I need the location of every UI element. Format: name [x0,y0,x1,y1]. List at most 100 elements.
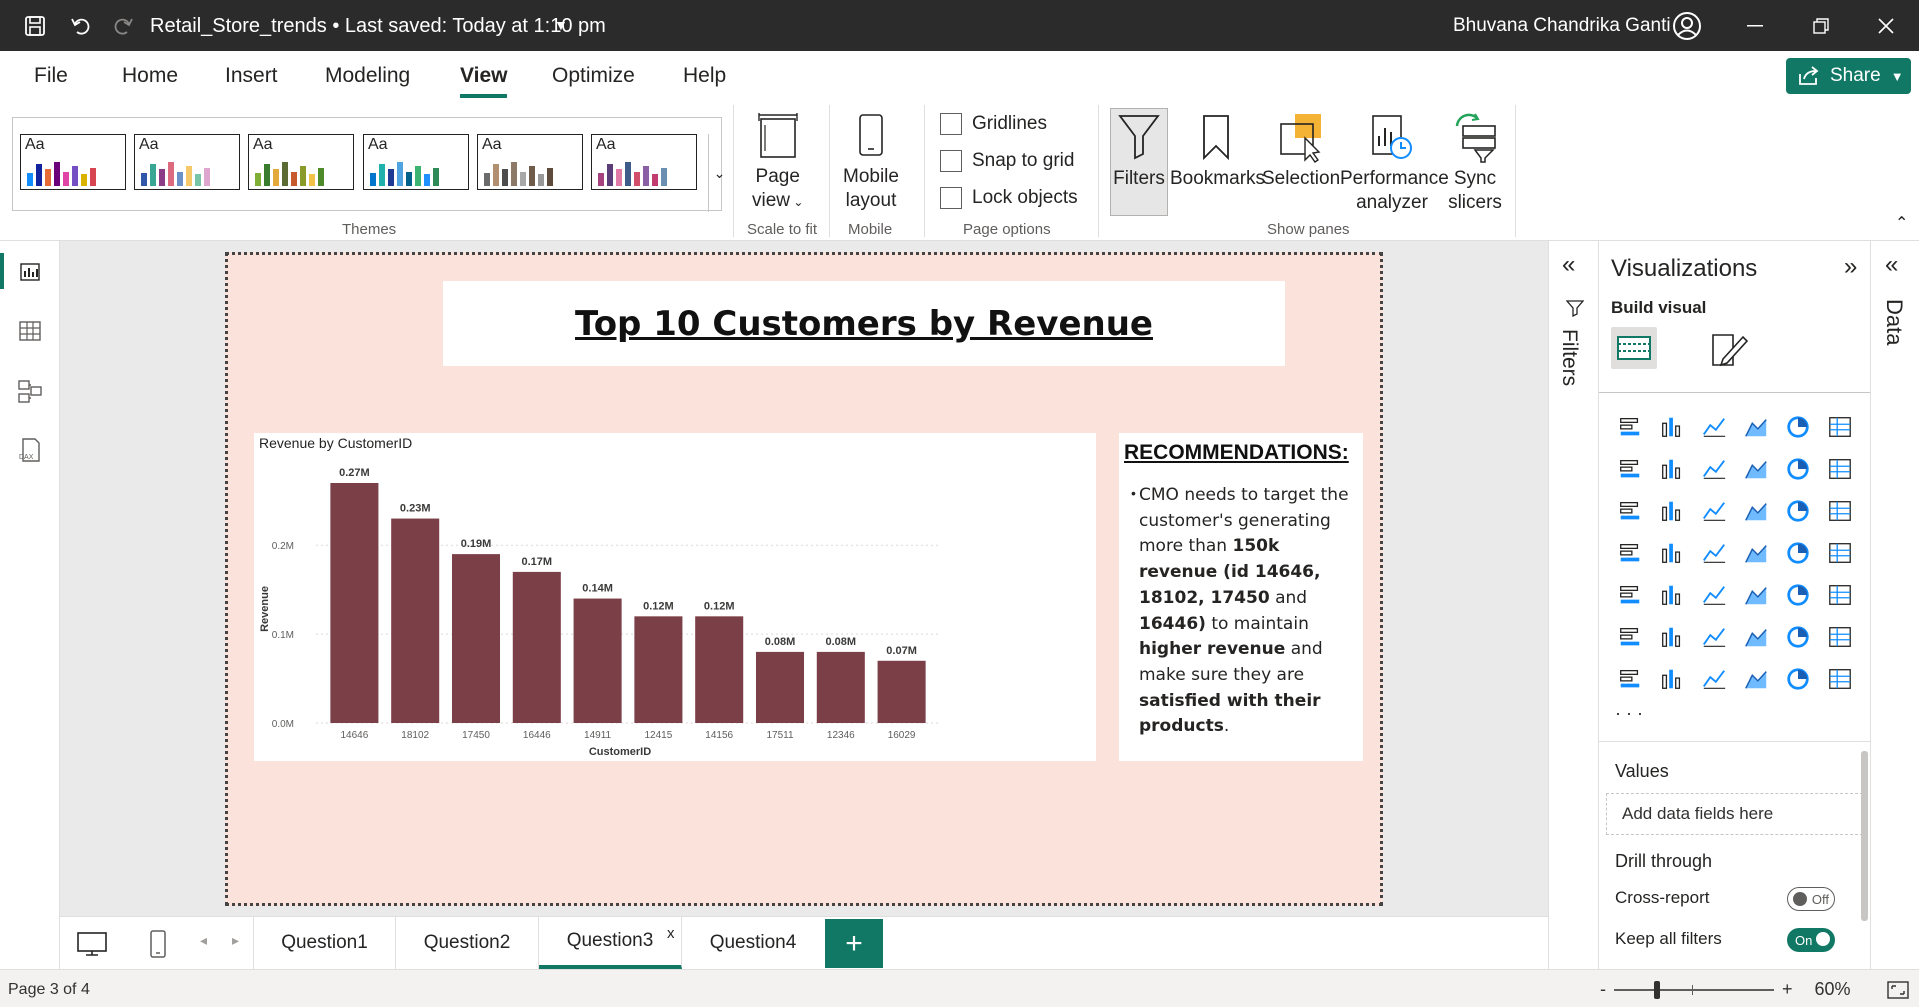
expand-data-icon[interactable]: « [1885,251,1899,278]
smart-narrative-visual-icon[interactable] [1777,616,1819,658]
build-visual-tab[interactable] [1611,327,1657,369]
bookmarks-pane-button[interactable]: Bookmarks [1170,111,1265,191]
line-clustered-column-visual-icon[interactable] [1777,448,1819,490]
line-stacked-column-visual-icon[interactable] [1819,448,1861,490]
more-visual-visual-icon[interactable] [1819,658,1861,700]
report-view-icon[interactable] [0,247,60,295]
map-visual-icon[interactable] [1651,532,1693,574]
document-title[interactable]: Retail_Store_trends • Last saved: Today … [150,15,606,37]
100-stacked-bar-visual-icon[interactable] [1777,406,1819,448]
scatter-visual-icon[interactable] [1735,490,1777,532]
share-button[interactable]: Share ▼ [1786,58,1911,94]
filters-pane-button[interactable]: Filters [1113,111,1165,191]
line-visual-icon[interactable] [1609,448,1651,490]
qna-visual-icon[interactable] [1735,616,1777,658]
format-visual-icon[interactable] [1709,329,1749,374]
azure-map-visual-icon[interactable] [1735,532,1777,574]
r-visual-visual-icon[interactable] [1819,574,1861,616]
theme-swatch-6[interactable]: Aa [591,134,697,190]
restore-icon[interactable] [1801,10,1841,42]
fit-to-page-icon[interactable] [1886,980,1909,999]
expand-filters-icon[interactable]: « [1562,251,1576,278]
arcgis-visual-icon[interactable] [1735,658,1777,700]
selection-pane-button[interactable]: Selection [1262,111,1340,191]
zoom-level[interactable]: 60% [1814,979,1851,999]
checkbox-box[interactable] [940,113,962,135]
tab-question1[interactable]: Question1 [254,917,396,969]
python-visual-visual-icon[interactable] [1609,616,1651,658]
treemap-visual-icon[interactable] [1609,532,1651,574]
dax-query-view-icon[interactable]: DAX [0,427,60,475]
slicer-visual-icon[interactable] [1693,574,1735,616]
clustered-bar-visual-icon[interactable] [1693,406,1735,448]
table-view-icon[interactable] [0,307,60,355]
zoom-in-button[interactable]: + [1782,979,1793,999]
add-page-button[interactable]: + [825,919,883,968]
performance-analyzer-button[interactable]: Performance analyzer [1340,111,1449,215]
clustered-column-visual-icon[interactable] [1735,406,1777,448]
power-apps-visual-icon[interactable] [1609,658,1651,700]
theme-swatch-4[interactable]: Aa [363,134,469,190]
zoom-out-button[interactable]: - [1600,979,1606,999]
theme-swatch-5[interactable]: Aa [477,134,583,190]
mobile-layout-icon[interactable] [148,929,168,964]
power-automate-visual-icon[interactable] [1777,658,1819,700]
recommendations-card[interactable]: RECOMMENDATIONS: • CMO needs to target t… [1119,433,1363,761]
data-pane-label[interactable]: Data [1882,299,1907,346]
kpi-visual-icon[interactable] [1651,574,1693,616]
filled-map-visual-icon[interactable] [1693,532,1735,574]
close-icon[interactable] [1866,10,1906,42]
new-card-visual-icon[interactable] [1651,658,1693,700]
next-page-icon[interactable]: ▸ [232,932,240,948]
bar-chart-visual[interactable]: Revenue by CustomerID 0.0M 0.1M 0.2M 0.27M 1… [254,433,1096,761]
tab-question2[interactable]: Question2 [396,917,539,969]
report-title-card[interactable]: Top 10 Customers by Revenue [443,281,1285,366]
collapse-ribbon-icon[interactable]: ⌃ [1895,215,1909,232]
menu-file[interactable]: File [34,64,68,87]
undo-icon[interactable] [68,13,94,39]
stacked-area-visual-icon[interactable] [1693,448,1735,490]
checkbox-box[interactable] [940,150,962,172]
theme-swatch-2[interactable]: Aa [134,134,240,190]
new-slicer-visual-icon[interactable] [1693,658,1735,700]
area-visual-icon[interactable] [1651,448,1693,490]
theme-swatch-1[interactable]: Aa [20,134,126,190]
menu-optimize[interactable]: Optimize [552,64,635,87]
desktop-layout-icon[interactable] [76,931,108,962]
collapse-viz-pane-icon[interactable]: » [1844,253,1858,280]
zoom-slider-thumb[interactable] [1654,980,1660,999]
chevron-down-icon[interactable]: ▼ [554,17,568,33]
page-view-button[interactable]: Page view ⌄ [752,109,803,214]
redo-icon[interactable] [110,13,136,39]
menu-view[interactable]: View [460,64,508,98]
matrix-visual-icon[interactable] [1777,574,1819,616]
sync-slicers-button[interactable]: Sync slicers [1445,111,1505,215]
100-stacked-area-visual-icon[interactable] [1735,448,1777,490]
filters-pane-label[interactable]: Filters [1558,329,1581,387]
stacked-column-visual-icon[interactable] [1651,406,1693,448]
menu-insert[interactable]: Insert [225,64,278,87]
tab-question3[interactable]: Question3 x [539,917,682,969]
more-visuals-icon[interactable]: · · · [1615,703,1643,723]
donut-visual-icon[interactable] [1819,490,1861,532]
mobile-layout-button[interactable]: Mobile layout [843,109,899,213]
menu-home[interactable]: Home [122,64,179,87]
gridlines-checkbox[interactable]: Gridlines [940,113,1047,135]
gallery-expand-icon[interactable]: ⌄ [708,134,730,212]
menu-help[interactable]: Help [683,64,727,87]
zoom-slider[interactable] [1614,980,1774,999]
checkbox-box[interactable] [940,187,962,209]
model-view-icon[interactable] [0,367,60,415]
waterfall-visual-icon[interactable] [1651,490,1693,532]
viz-pane-scrollbar[interactable] [1861,751,1868,921]
prev-page-icon[interactable]: ◂ [200,932,208,948]
gauge-visual-icon[interactable] [1777,532,1819,574]
stacked-bar-visual-icon[interactable] [1609,406,1651,448]
avatar-icon[interactable] [1672,11,1702,46]
funnel-visual-icon[interactable] [1693,490,1735,532]
save-icon[interactable] [22,13,48,39]
decomposition-tree-visual-icon[interactable] [1693,616,1735,658]
cross-report-toggle[interactable]: Off [1787,887,1835,911]
multi-row-card-visual-icon[interactable] [1609,574,1651,616]
theme-swatch-3[interactable]: Aa [248,134,354,190]
